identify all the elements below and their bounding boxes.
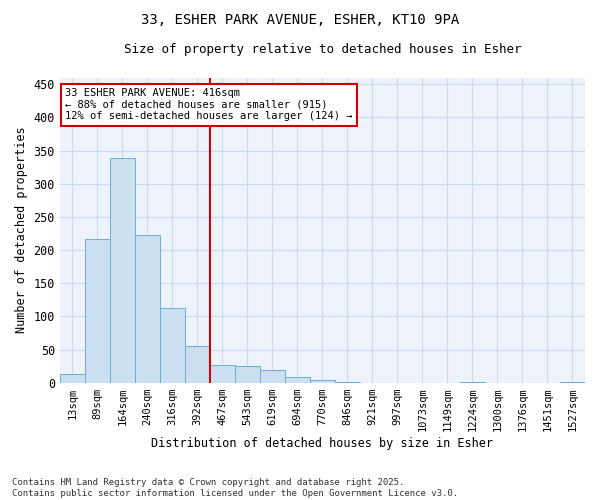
Bar xyxy=(210,365,235,383)
Bar xyxy=(560,382,585,383)
X-axis label: Distribution of detached houses by size in Esher: Distribution of detached houses by size … xyxy=(151,437,493,450)
Bar xyxy=(110,158,135,383)
Text: Contains HM Land Registry data © Crown copyright and database right 2025.
Contai: Contains HM Land Registry data © Crown c… xyxy=(12,478,458,498)
Text: 33 ESHER PARK AVENUE: 416sqm
← 88% of detached houses are smaller (915)
12% of s: 33 ESHER PARK AVENUE: 416sqm ← 88% of de… xyxy=(65,88,353,122)
Title: Size of property relative to detached houses in Esher: Size of property relative to detached ho… xyxy=(124,42,521,56)
Bar xyxy=(460,382,485,383)
Bar xyxy=(235,366,260,383)
Bar xyxy=(285,377,310,383)
Bar xyxy=(85,239,110,383)
Text: 33, ESHER PARK AVENUE, ESHER, KT10 9PA: 33, ESHER PARK AVENUE, ESHER, KT10 9PA xyxy=(141,12,459,26)
Bar xyxy=(335,382,360,383)
Bar xyxy=(260,370,285,383)
Bar xyxy=(60,374,85,383)
Bar xyxy=(135,236,160,383)
Bar xyxy=(310,380,335,383)
Y-axis label: Number of detached properties: Number of detached properties xyxy=(15,127,28,334)
Bar xyxy=(185,346,210,383)
Bar xyxy=(160,308,185,383)
